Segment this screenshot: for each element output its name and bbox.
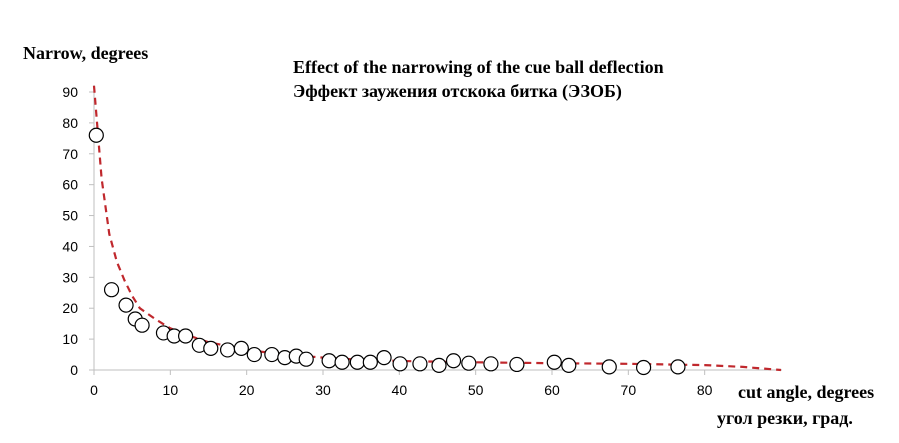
data-point <box>561 357 577 373</box>
data-point <box>334 354 350 370</box>
data-point <box>118 297 134 313</box>
data-point <box>431 357 447 373</box>
plot-area: 0 10 20 30 40 50 60 70 80 90 0 10 20 30 40 50 60 70 80 <box>62 84 782 398</box>
y-tick-label: 0 <box>70 362 78 378</box>
x-tick-label: 30 <box>315 382 331 398</box>
y-tick-label: 40 <box>62 238 78 254</box>
data-point <box>349 354 365 370</box>
data-point <box>264 346 280 363</box>
x-tick-label: 60 <box>544 382 560 398</box>
y-tick-label: 50 <box>62 208 78 224</box>
y-tick-label: 80 <box>62 115 78 131</box>
x-tick-label: 20 <box>239 382 255 398</box>
data-point <box>219 342 236 358</box>
data-point <box>635 359 652 376</box>
y-tick-label: 90 <box>62 84 78 100</box>
x-tick-label: 0 <box>90 382 98 398</box>
x-tick-label: 40 <box>392 382 408 398</box>
y-tick-label: 60 <box>62 177 78 193</box>
x-tick-label: 50 <box>468 382 484 398</box>
chart-title: Effect of the narrowing of the cue ball … <box>293 57 664 77</box>
data-point <box>233 340 249 356</box>
x-tick-label: 70 <box>621 382 637 398</box>
data-point <box>445 353 462 369</box>
y-tick-label: 70 <box>62 146 78 162</box>
x-axis-label-secondary: угол резки, град. <box>717 408 853 428</box>
chart-subtitle: Эффект заужения отскока битка (ЭЗОБ) <box>293 81 622 102</box>
data-point <box>88 127 104 143</box>
data-point <box>246 346 262 363</box>
y-tick-label: 20 <box>62 300 78 316</box>
data-point <box>178 328 194 344</box>
fit-curve <box>92 85 782 372</box>
data-point <box>134 317 150 333</box>
data-point <box>376 350 392 366</box>
data-point <box>412 356 428 372</box>
data-point <box>483 356 499 372</box>
data-point <box>546 354 562 370</box>
x-tick-label: 80 <box>697 382 713 398</box>
data-point <box>321 353 337 369</box>
x-tick-label: 10 <box>163 382 179 398</box>
data-point <box>461 355 477 371</box>
y-tick-label: 30 <box>62 269 78 285</box>
data-point <box>601 359 617 375</box>
data-point <box>298 351 314 367</box>
x-axis-label: cut angle, degrees <box>738 382 874 402</box>
data-point <box>392 356 408 372</box>
data-point <box>103 282 120 298</box>
data-point <box>509 356 525 373</box>
data-point <box>670 359 686 375</box>
data-point <box>203 340 219 356</box>
y-tick-label: 10 <box>62 331 78 347</box>
y-axis-label: Narrow, degrees <box>23 43 148 63</box>
data-point <box>362 354 378 370</box>
